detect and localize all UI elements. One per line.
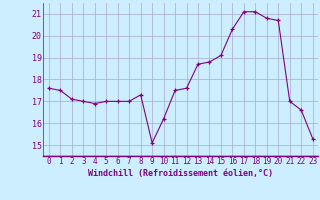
X-axis label: Windchill (Refroidissement éolien,°C): Windchill (Refroidissement éolien,°C) [88, 169, 273, 178]
